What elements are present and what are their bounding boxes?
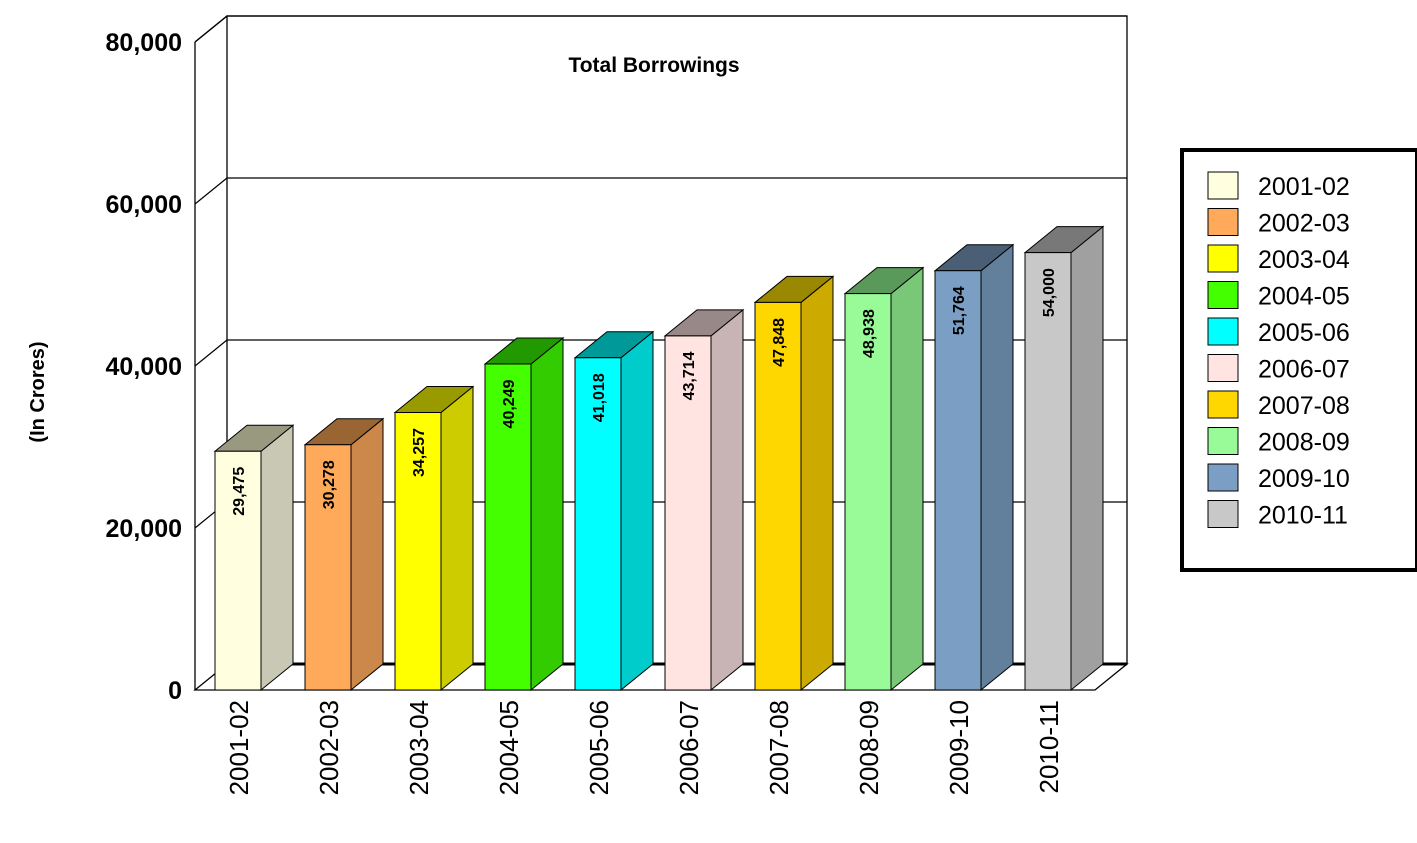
- legend-item: 2004-05: [1207, 281, 1350, 311]
- gridline-side: [194, 339, 228, 367]
- bar-side: [1070, 225, 1104, 692]
- bar-side: [350, 417, 384, 692]
- legend-label: 2006-07: [1258, 356, 1350, 384]
- legend-label: 2008-09: [1258, 429, 1350, 457]
- legend-swatch: [1207, 171, 1239, 200]
- x-tick-label: 2009-10: [944, 700, 974, 795]
- legend-label: 2004-05: [1258, 283, 1350, 311]
- bar-front: [664, 335, 712, 691]
- legend-label: 2010-11: [1258, 502, 1348, 530]
- x-tick-label: 2008-09: [854, 700, 884, 795]
- legend-swatch: [1207, 244, 1239, 273]
- x-tick-label: 2006-07: [674, 700, 704, 795]
- bar-front: [1024, 252, 1072, 691]
- chart-text: Total Borrowings (In Crores): [27, 54, 740, 443]
- bar-side: [260, 424, 294, 692]
- y-tick-label: 80,000: [106, 29, 182, 57]
- bar-front: [214, 450, 262, 691]
- data-label: 48,938: [861, 309, 878, 358]
- legend-swatch: [1207, 317, 1239, 346]
- legend-item: 2005-06: [1207, 317, 1350, 347]
- data-label: 40,249: [501, 379, 518, 428]
- bar-side: [440, 385, 474, 692]
- legend-item: 2009-10: [1207, 463, 1350, 493]
- bar-2009-10: 51,764 2009-10: [933, 243, 1015, 795]
- bar-front: [934, 270, 982, 691]
- legend-label: 2003-04: [1258, 246, 1350, 274]
- data-label: 29,475: [231, 467, 248, 516]
- bar-2002-03: 30,278 2002-03: [303, 417, 385, 795]
- data-label: 41,018: [591, 373, 608, 422]
- legend-item: 2002-03: [1207, 208, 1350, 238]
- legend-item: 2010-11: [1207, 500, 1348, 530]
- data-label: 30,278: [321, 460, 338, 509]
- y-tick-label: 20,000: [106, 515, 182, 543]
- legend-item: 2008-09: [1207, 427, 1350, 457]
- x-tick-label: 2004-05: [494, 700, 524, 795]
- bar-2006-07: 43,714 2006-07: [663, 308, 745, 795]
- bar-front: [574, 357, 622, 691]
- bar-2010-11: 54,000 2010-11: [1023, 225, 1105, 794]
- x-tick-label: 2007-08: [764, 700, 794, 795]
- chart-title: Total Borrowings: [568, 54, 739, 77]
- bar-side: [800, 275, 834, 692]
- bar-front: [844, 293, 892, 691]
- bar-2004-05: 40,249 2004-05: [483, 336, 565, 795]
- x-tick-label: 2002-03: [314, 700, 344, 795]
- bar-side: [980, 243, 1014, 692]
- gridline-side: [194, 177, 228, 205]
- legend-swatch: [1207, 500, 1239, 528]
- legend-swatch: [1207, 390, 1239, 419]
- legend-item: 2001-02: [1207, 171, 1350, 201]
- x-tick-label: 2003-04: [404, 700, 434, 795]
- data-label: 47,848: [771, 318, 788, 367]
- data-label: 43,714: [681, 351, 698, 400]
- legend-item: 2007-08: [1207, 390, 1350, 420]
- data-label: 54,000: [1041, 268, 1058, 317]
- y-axis-label: (In Crores): [27, 341, 49, 442]
- x-tick-label: 2010-11: [1034, 700, 1064, 794]
- data-label: 34,257: [411, 428, 428, 477]
- y-tick-label: 0: [168, 677, 182, 705]
- legend-label: 2007-08: [1258, 392, 1350, 420]
- legend-swatch: [1207, 427, 1239, 455]
- y-tick-label: 40,000: [106, 353, 182, 381]
- bars: 29,475 2001-02 30,278 2002-03 34,257 2003-04 4…: [213, 225, 1105, 795]
- bar-front: [754, 301, 802, 691]
- legend-swatch: [1207, 463, 1239, 492]
- gridline-side: [194, 15, 228, 43]
- legend-swatch: [1207, 208, 1239, 236]
- bar-2003-04: 34,257 2003-04: [393, 385, 475, 795]
- bar-front: [304, 444, 352, 691]
- bar-front: [484, 363, 532, 691]
- bar-2005-06: 41,018 2005-06: [573, 330, 655, 795]
- legend-swatch: [1207, 281, 1239, 309]
- legend-label: 2009-10: [1258, 465, 1350, 493]
- legend-item: 2003-04: [1207, 244, 1350, 274]
- bar-side: [890, 266, 924, 692]
- legend-label: 2005-06: [1258, 319, 1350, 347]
- x-tick-label: 2005-06: [584, 700, 614, 795]
- bar-side: [710, 308, 744, 692]
- data-label: 51,764: [951, 286, 968, 335]
- legend-swatch: [1207, 354, 1239, 382]
- bar-front: [394, 412, 442, 691]
- bar-2001-02: 29,475 2001-02: [213, 424, 295, 795]
- legend-label: 2002-03: [1258, 210, 1350, 238]
- legend-item: 2006-07: [1207, 354, 1350, 384]
- bar-side: [530, 336, 564, 692]
- bar-2008-09: 48,938 2008-09: [843, 266, 925, 795]
- bar-side: [620, 330, 654, 692]
- bar-2007-08: 47,848 2007-08: [753, 275, 835, 795]
- legend-label: 2001-02: [1258, 173, 1350, 201]
- legend: 2001-02 2002-03 2003-04 2004-05 2005-06 2006-…: [1180, 148, 1417, 572]
- x-tick-label: 2001-02: [224, 700, 254, 795]
- y-tick-label: 60,000: [106, 191, 182, 219]
